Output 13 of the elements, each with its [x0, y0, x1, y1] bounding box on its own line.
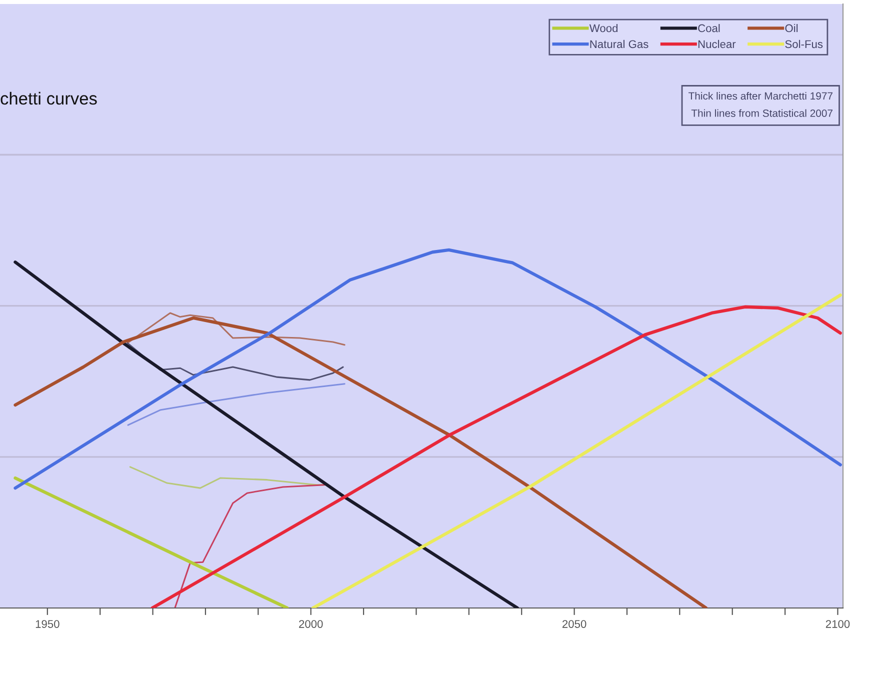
legend-label: Coal	[698, 24, 720, 32]
legend-label: Oil	[785, 24, 798, 32]
text: Thin lines from Statistical 2007	[691, 109, 832, 117]
x-tick-label: 1950	[36, 620, 60, 628]
legend-label: Sol-Fus	[785, 40, 823, 48]
legend-label: Natural Gas	[590, 40, 648, 48]
legend-label: Wood	[589, 24, 618, 32]
text: Thick lines after Marchetti 1977	[688, 92, 832, 100]
x-tick-label: 2050	[562, 620, 586, 628]
x-tick-label: 2100	[826, 620, 850, 628]
chart-title: chetti curves	[0, 92, 97, 105]
x-tick-label: 2000	[299, 620, 323, 628]
legend-label: Nuclear	[698, 40, 736, 48]
